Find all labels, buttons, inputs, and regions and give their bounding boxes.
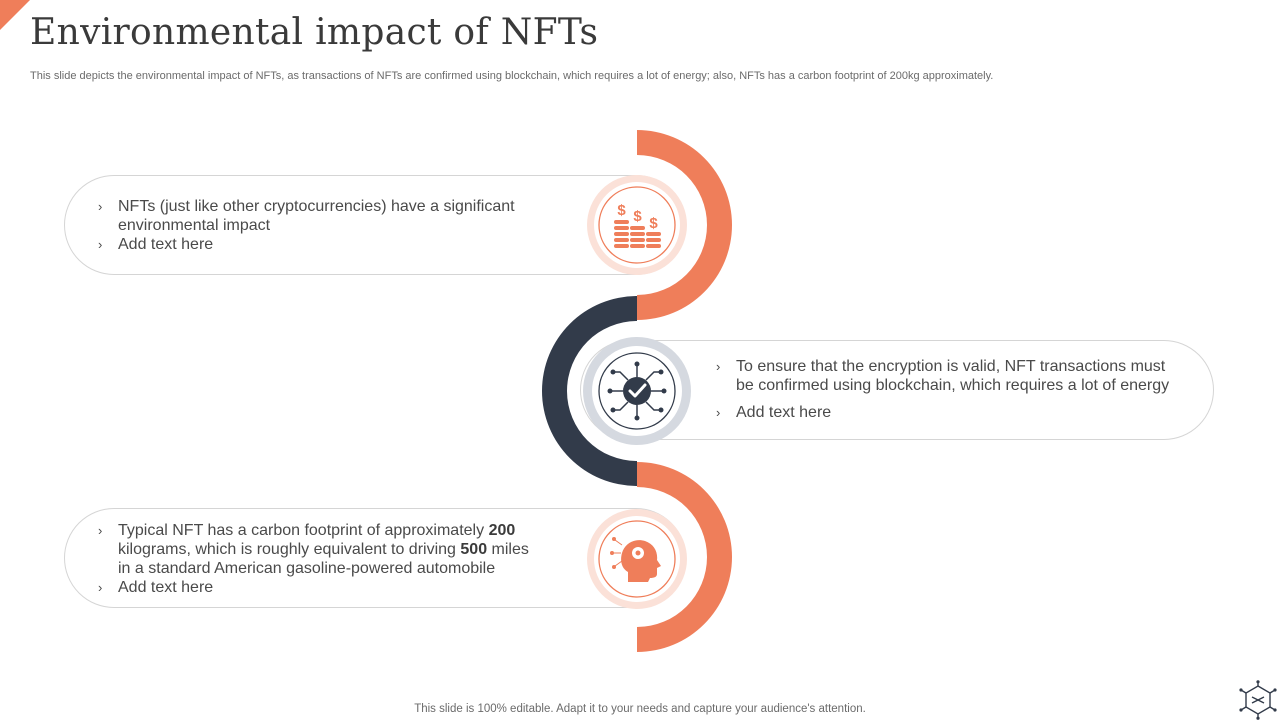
head-gear-icon [587,509,687,609]
item-2-bullet-1: › To ensure that the encryption is valid… [716,357,1176,395]
item-1-bullet-1-text: NFTs (just like other cryptocurrencies) … [118,198,515,234]
item-1-bullets: › NFTs (just like other cryptocurrencies… [98,197,528,254]
blockchain-check-icon [583,337,691,445]
svg-text:$: $ [617,202,626,219]
network-hexagon-icon [1239,680,1277,720]
item-3-bullet-2-text: Add text here [118,579,214,596]
item-3-bullets: › Typical NFT has a carbon footprint of … [98,521,538,597]
carbon-kg-value: 200 [488,522,516,539]
chevron-right-icon: › [716,405,721,420]
slide-title: Environmental impact of NFTs [30,12,599,53]
slide-footer: This slide is 100% editable. Adapt it to… [414,703,866,715]
svg-text:$: $ [649,215,658,232]
item-1-bullet-2-text: Add text here [118,236,214,253]
item-2-bullets: › To ensure that the encryption is valid… [716,357,1176,422]
coins-dollar-icon: $ $ $ [587,175,687,275]
chevron-right-icon: › [98,580,103,595]
item-1-bullet-2: › Add text here [98,235,528,254]
svg-text:$: $ [633,208,642,225]
miles-value: 500 [460,541,488,558]
corner-accent [0,0,30,30]
chevron-right-icon: › [716,359,721,374]
item-2-bullet-1-text: To ensure that the encryption is valid, … [736,358,1170,394]
arc-top [637,130,732,320]
item-3-bullet-1: › Typical NFT has a carbon footprint of … [98,521,538,578]
item-2-bullet-2-text: Add text here [736,404,832,421]
item-2-bullet-2: › Add text here [716,403,1176,422]
arc-middle [542,296,637,486]
item-3-bullet-1-text: Typical NFT has a carbon footprint of ap… [118,522,529,577]
slide-subtitle: This slide depicts the environmental imp… [30,70,994,82]
chevron-right-icon: › [98,199,103,214]
chevron-right-icon: › [98,237,103,252]
item-1-bullet-1: › NFTs (just like other cryptocurrencies… [98,197,528,235]
item-3-bullet-2: › Add text here [98,578,538,597]
arc-bottom [637,462,732,652]
chevron-right-icon: › [98,523,103,538]
item-3-pill [64,508,686,608]
